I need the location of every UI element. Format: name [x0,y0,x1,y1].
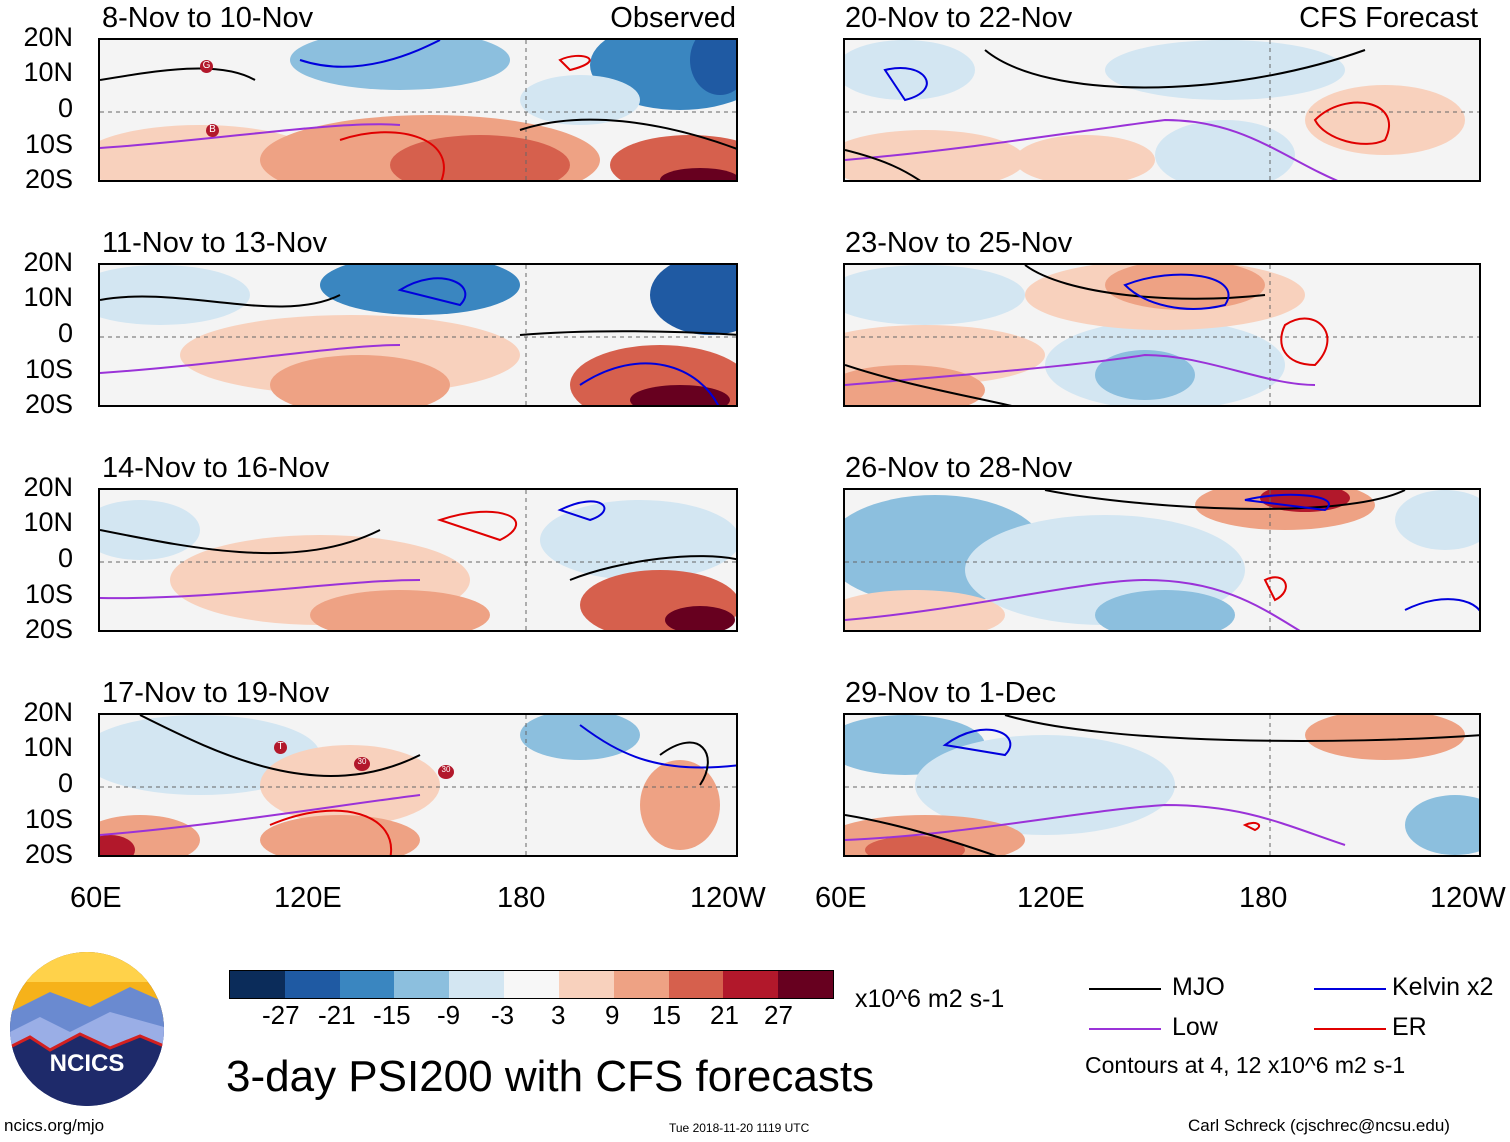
lon-120w: 120W [1430,882,1506,914]
colorbar-tick: -21 [318,1000,356,1030]
colorbar-swatch [613,971,669,998]
legend-line-kelvin [1314,988,1386,990]
map-panel-8 [843,713,1481,857]
lon-120e: 120E [274,882,342,914]
panel-title-2: 11-Nov to 13-Nov [102,227,328,259]
lat-10s: 10S [24,579,73,609]
lat-20n: 20N [23,697,73,727]
panel-tag-observed: Observed [610,2,736,34]
colorbar-tick: -27 [262,1000,300,1030]
lat-20n: 20N [23,22,73,52]
colorbar-swatch [339,971,395,998]
lat-10s: 10S [24,804,73,834]
legend-contours-note: Contours at 4, 12 x10^6 m2 s-1 [1085,1052,1406,1078]
map-panel-7 [843,488,1481,632]
lon-180: 180 [1239,882,1288,914]
legend-line-mjo [1089,988,1161,990]
map-panel-4: T 30 30 [98,713,738,857]
lat-10n: 10N [23,282,73,312]
lat-0: 0 [57,318,73,348]
lat-0: 0 [57,768,73,798]
lat-20n: 20N [23,472,73,502]
panel-title-5: 20-Nov to 22-Nov [845,2,1073,34]
lat-0: 0 [57,93,73,123]
legend-label-low: Low [1172,1013,1218,1041]
panel-title-6: 23-Nov to 25-Nov [845,227,1073,259]
panel-tag-cfs-forecast: CFS Forecast [1299,2,1478,34]
map-panel-5 [843,38,1481,182]
legend-line-er [1314,1028,1386,1030]
lat-20s: 20S [24,164,73,194]
colorbar-swatch [284,971,340,998]
colorbar-swatch [778,971,833,998]
footer-author: Carl Schreck (cjschrec@ncsu.edu) [1188,1116,1450,1135]
map-panel-6 [843,263,1481,407]
colorbar-swatch [449,971,505,998]
panel-title-3: 14-Nov to 16-Nov [102,452,330,484]
lon-60e: 60E [70,882,122,914]
storm-marker-g: G [200,60,213,73]
colorbar-units: x10^6 m2 s-1 [855,985,1005,1013]
lon-180: 180 [497,882,546,914]
lat-20s: 20S [24,839,73,869]
map-panel-1: G B [98,38,738,182]
panel-title-7: 26-Nov to 28-Nov [845,452,1073,484]
storm-marker-b: B [206,124,219,137]
legend-label-kelvin: Kelvin x2 [1392,973,1494,1001]
footer-timestamp: Tue 2018-11-20 1119 UTC [669,1121,810,1135]
storm-marker-t: T [274,741,287,754]
footer-website[interactable]: ncics.org/mjo [4,1116,105,1135]
lat-10n: 10N [23,57,73,87]
colorbar-tick: -15 [373,1000,411,1030]
legend-label-er: ER [1392,1013,1427,1041]
colorbar-swatch [230,971,285,998]
colorbar-tick: 9 [605,1000,620,1030]
ncics-logo: NCICS [10,952,164,1106]
main-title: 3-day PSI200 with CFS forecasts [226,1052,875,1101]
storm-marker-30a: 30 [354,757,370,771]
map-panel-3 [98,488,738,632]
lat-10n: 10N [23,507,73,537]
lat-10s: 10S [24,354,73,384]
colorbar-swatch [668,971,724,998]
colorbar-swatch [394,971,450,998]
colorbar-tick: 21 [710,1000,739,1030]
panel-title-8: 29-Nov to 1-Dec [845,677,1057,709]
colorbar-tick: -3 [491,1000,515,1030]
colorbar-swatch [504,971,559,998]
lat-20n: 20N [23,247,73,277]
lon-120w: 120W [690,882,766,914]
colorbar-tick: -9 [437,1000,461,1030]
colorbar-tick: 27 [764,1000,793,1030]
map-panel-2 [98,263,738,407]
lon-120e: 120E [1017,882,1085,914]
colorbar-tick: 15 [652,1000,681,1030]
colorbar-tick: 3 [551,1000,566,1030]
storm-marker-30b: 30 [438,765,454,779]
lat-20s: 20S [24,614,73,644]
lat-20s: 20S [24,389,73,419]
lon-60e: 60E [815,882,867,914]
legend-label-mjo: MJO [1172,973,1225,1001]
lat-0: 0 [57,543,73,573]
lat-10s: 10S [24,129,73,159]
colorbar [229,970,834,999]
panel-title-4: 17-Nov to 19-Nov [102,677,330,709]
panel-title-1: 8-Nov to 10-Nov [102,2,314,34]
colorbar-swatch [723,971,779,998]
colorbar-swatch [558,971,614,998]
lat-10n: 10N [23,732,73,762]
legend-line-low [1089,1028,1161,1030]
logo-text: NCICS [49,1050,125,1077]
